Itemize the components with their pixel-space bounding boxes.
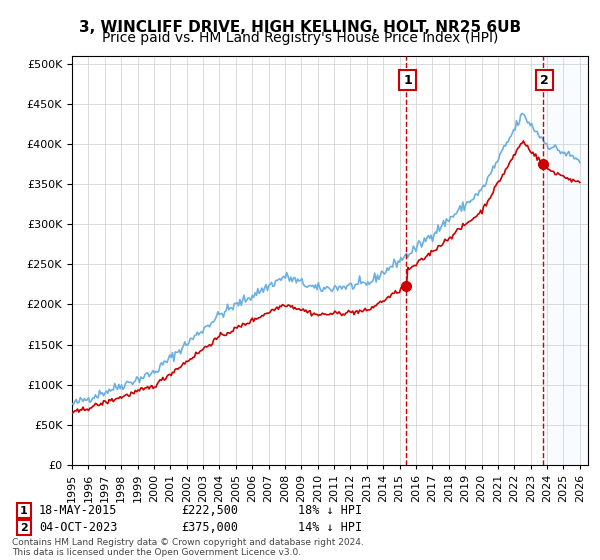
- Text: 18% ↓ HPI: 18% ↓ HPI: [298, 504, 362, 517]
- Text: £375,000: £375,000: [182, 521, 239, 534]
- Text: 14% ↓ HPI: 14% ↓ HPI: [298, 521, 362, 534]
- Text: 2: 2: [540, 73, 549, 87]
- Text: 18-MAY-2015: 18-MAY-2015: [39, 504, 117, 517]
- Text: 2: 2: [20, 522, 28, 533]
- Text: 1: 1: [20, 506, 28, 516]
- Text: Price paid vs. HM Land Registry's House Price Index (HPI): Price paid vs. HM Land Registry's House …: [102, 31, 498, 45]
- Bar: [543, 56, 588, 465]
- Text: £222,500: £222,500: [182, 504, 239, 517]
- Text: 3, WINCLIFF DRIVE, HIGH KELLING, HOLT, NR25 6UB: 3, WINCLIFF DRIVE, HIGH KELLING, HOLT, N…: [79, 20, 521, 35]
- Text: 1: 1: [403, 73, 412, 87]
- Text: Contains HM Land Registry data © Crown copyright and database right 2024.
This d: Contains HM Land Registry data © Crown c…: [12, 538, 364, 557]
- Text: 04-OCT-2023: 04-OCT-2023: [39, 521, 117, 534]
